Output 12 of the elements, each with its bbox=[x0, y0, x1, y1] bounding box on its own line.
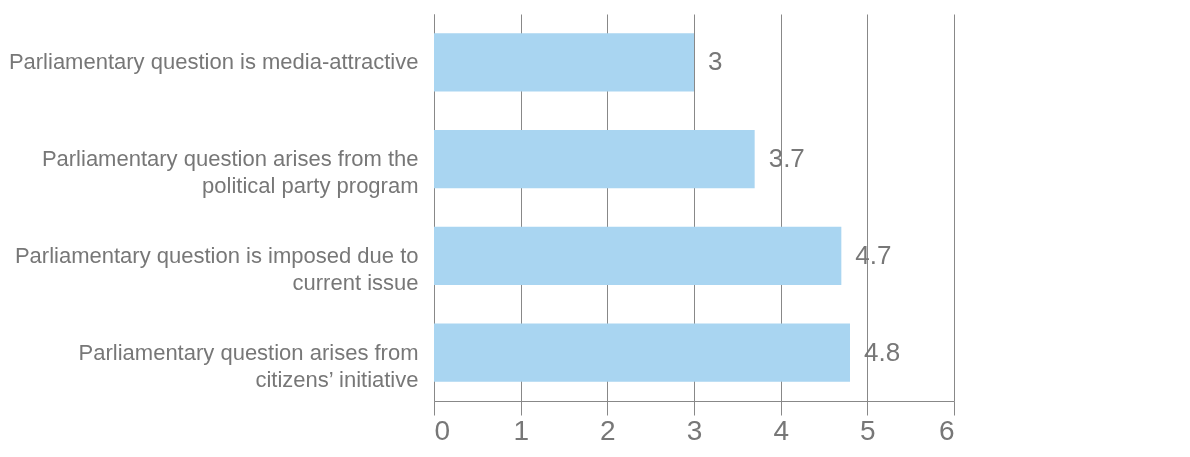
y-tick-label: Parliamentary question is imposed due to current issue bbox=[14, 242, 419, 295]
y-tick-label: Parliamentary question arises from the political party program bbox=[41, 146, 419, 199]
x-tick-label: 4 bbox=[773, 414, 789, 446]
x-tick-label: 0 bbox=[434, 414, 451, 446]
data-label: 3 bbox=[708, 46, 723, 77]
x-tick-label: 1 bbox=[513, 414, 529, 446]
x-tick-label: 3 bbox=[686, 414, 703, 446]
x-tick-label: 5 bbox=[860, 414, 876, 446]
x-tick-label: 6 bbox=[938, 414, 955, 446]
y-tick-label: Parliamentary question arises from citizens’ initiative bbox=[78, 339, 419, 392]
x-tick-label: 2 bbox=[600, 414, 616, 446]
y-tick-label: Parliamentary question is media-attractive bbox=[8, 49, 419, 75]
